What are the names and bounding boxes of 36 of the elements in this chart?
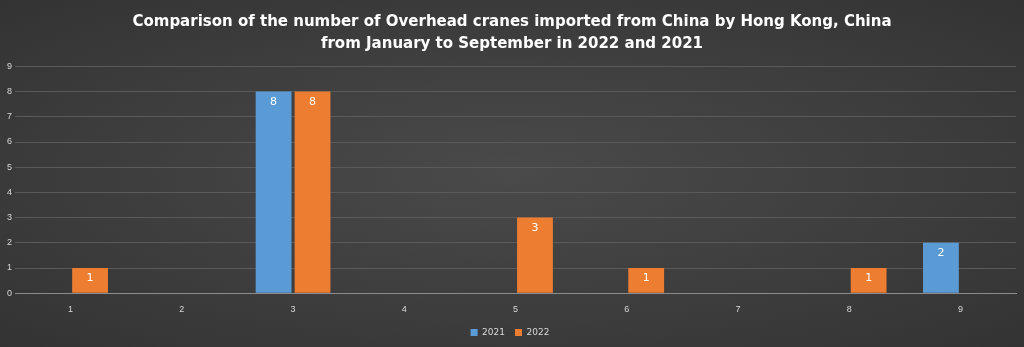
data-label: 3: [531, 220, 539, 234]
data-label: 1: [642, 271, 650, 285]
bar: [294, 91, 331, 293]
y-tick-label: 2: [6, 237, 13, 248]
x-tick-label: 5: [512, 304, 519, 315]
y-tick-label: 4: [6, 186, 13, 197]
bar: [72, 268, 108, 293]
y-tick-label: 7: [6, 111, 13, 122]
bar: [255, 91, 292, 293]
y-tick-label: 3: [6, 212, 13, 223]
data-label: 1: [86, 271, 94, 285]
y-tick-label: 8: [6, 86, 13, 97]
x-tick-label: 2: [179, 304, 185, 315]
bar: [628, 268, 665, 293]
y-tick-label: 6: [6, 136, 13, 147]
x-tick-label: 1: [68, 304, 74, 315]
x-tick-label: 3: [290, 304, 296, 315]
bar: [923, 242, 959, 293]
data-label: 2: [937, 246, 945, 260]
x-tick-label: 6: [624, 304, 630, 315]
data-label: 1: [865, 271, 873, 285]
data-label: 8: [309, 94, 317, 108]
bar: [517, 217, 553, 293]
data-label: 8: [270, 94, 278, 108]
legend-label: 2021: [482, 326, 505, 337]
y-tick-label: 1: [6, 262, 13, 273]
x-tick-label: 4: [401, 304, 407, 315]
y-tick-label: 9: [6, 60, 13, 71]
legend-label: 2022: [526, 326, 550, 337]
bar: [850, 268, 887, 293]
y-tick-label: 5: [6, 161, 13, 172]
x-tick-label: 8: [846, 304, 852, 315]
y-tick-label: 0: [6, 287, 13, 298]
x-tick-label: 7: [735, 304, 741, 315]
chart-title: Comparison of the number of Overhead cranes imported from China by Hong Kong, China from January to September in 2022 and 2021: [131, 11, 893, 54]
x-tick-label: 9: [957, 304, 963, 315]
